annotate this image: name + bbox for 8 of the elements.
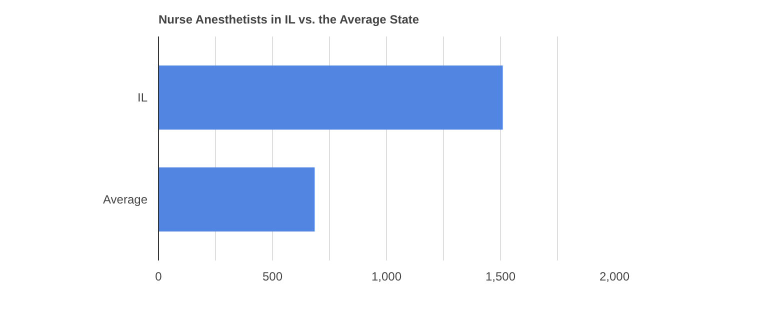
x-tick-label: 500 — [262, 270, 283, 284]
x-tick-label: 0 — [155, 270, 162, 284]
x-tick-label: 1,500 — [485, 270, 516, 284]
chart-title: Nurse Anesthetists in IL vs. the Average State — [158, 12, 420, 26]
y-tick-label: Average — [103, 192, 148, 206]
x-tick-label: 2,000 — [599, 270, 630, 284]
x-tick-label: 1,000 — [371, 270, 402, 284]
y-tick-label: IL — [137, 90, 148, 105]
